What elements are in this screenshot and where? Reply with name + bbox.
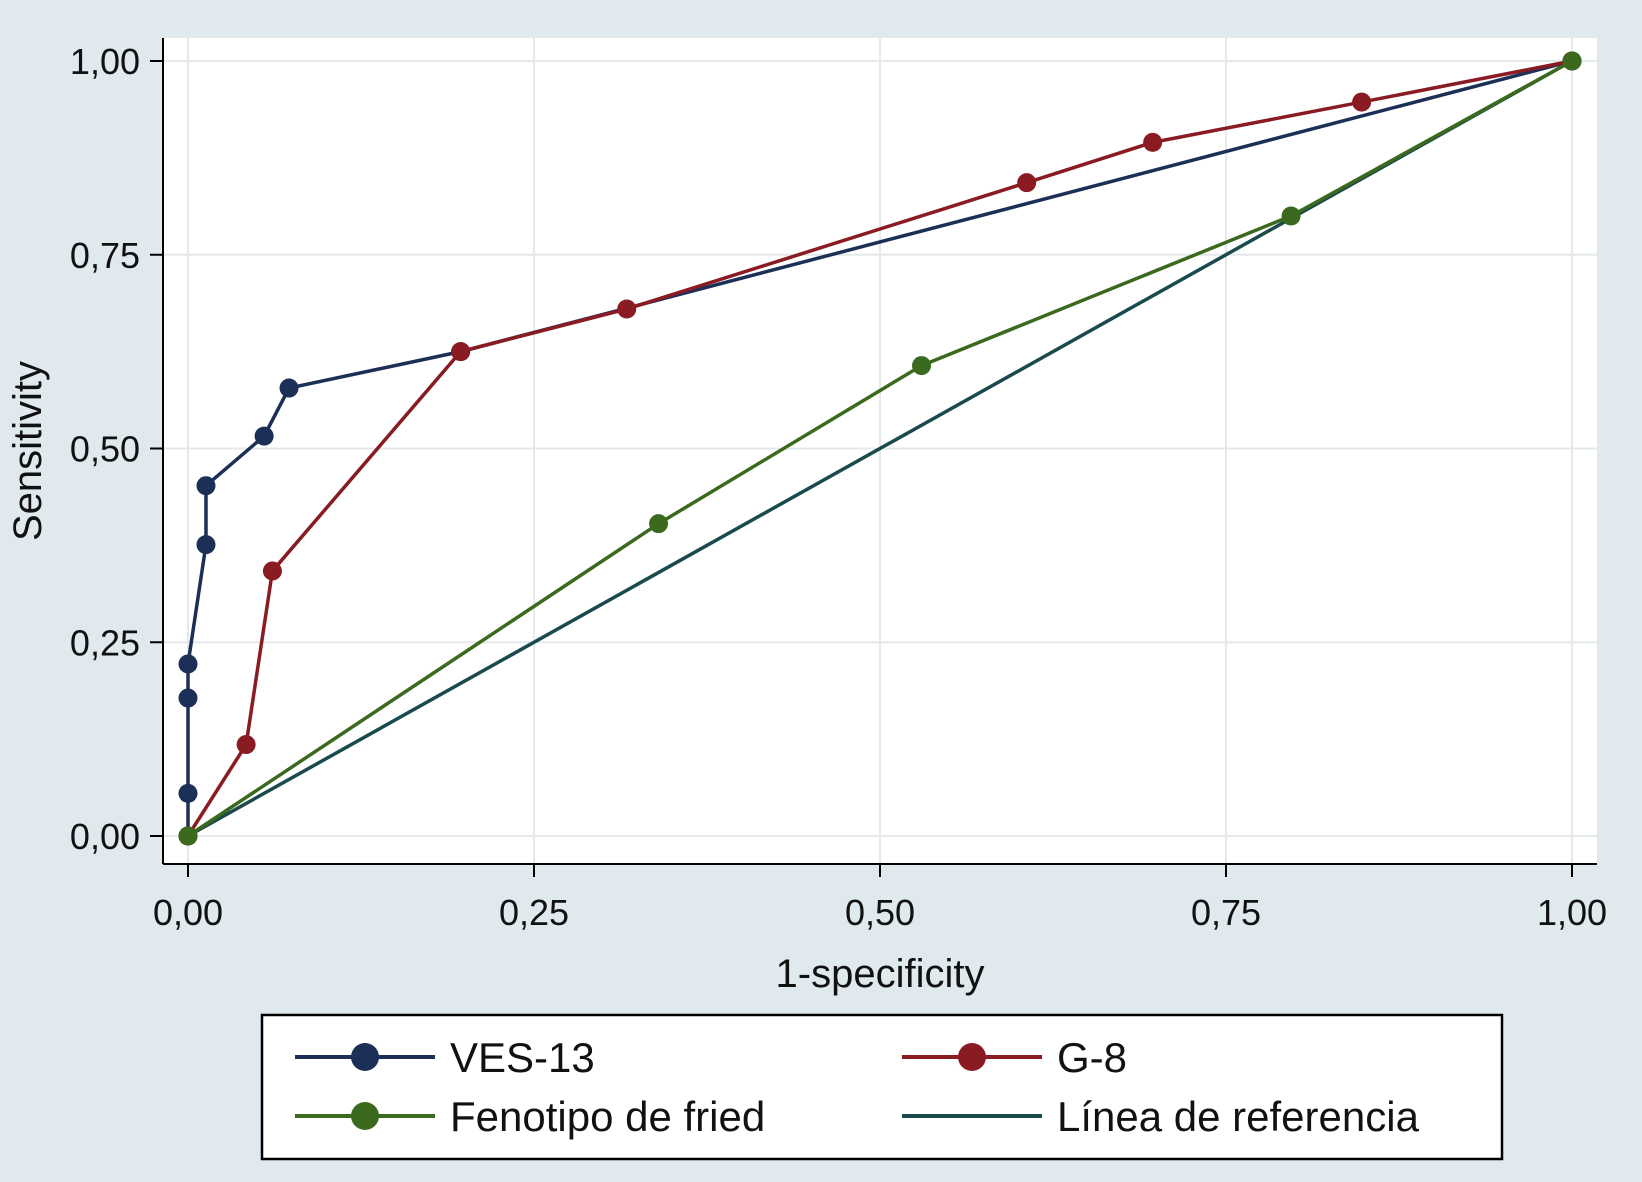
tick-labels: 0,00 0,25 0,50 0,75 1,00 0,00 0,25 0,50 0,75 1,00 — [70, 41, 1607, 933]
grid-lines — [163, 38, 1597, 864]
series-line-0 — [186, 59, 1573, 836]
series-0-point-6 — [254, 426, 274, 446]
series-2-point-4 — [1562, 51, 1582, 71]
series-0-point-7 — [279, 378, 299, 398]
series-0-point-5 — [196, 476, 216, 496]
y-tick-label-1: 0,25 — [70, 622, 140, 663]
series-2-point-1 — [649, 514, 669, 534]
series-1-point-6 — [1143, 132, 1163, 152]
series-1-point-5 — [1017, 173, 1037, 193]
legend-label-2: Fenotipo de fried — [450, 1093, 765, 1140]
series-lines — [178, 51, 1582, 846]
y-axis-title: Sensitivity — [6, 361, 50, 541]
legend-box — [260, 1013, 1504, 1161]
x-tick-label-4: 1,00 — [1537, 892, 1607, 933]
series-0-point-4 — [196, 535, 216, 555]
legend-marker-0 — [351, 1043, 379, 1071]
series-2 — [178, 51, 1582, 846]
x-tick-label-2: 0,50 — [845, 892, 915, 933]
y-tick-label-3: 0,75 — [70, 235, 140, 276]
legend-label-3: Línea de referencia — [1057, 1093, 1420, 1140]
legend-label-1: G-8 — [1057, 1034, 1127, 1081]
series-0-point-2 — [178, 688, 198, 708]
y-tick-label-2: 0,50 — [70, 429, 140, 470]
series-2-point-2 — [912, 356, 932, 376]
y-tick-label-0: 0,00 — [70, 816, 140, 857]
legend-label-0: VES-13 — [450, 1034, 595, 1081]
axes — [150, 38, 1597, 877]
legend-marker-2 — [351, 1102, 379, 1130]
x-tick-label-0: 0,00 — [153, 892, 223, 933]
series-0-point-3 — [178, 654, 198, 674]
series-2-point-3 — [1281, 206, 1301, 226]
x-tick-label-1: 0,25 — [499, 892, 569, 933]
y-tick-label-4: 1,00 — [70, 41, 140, 82]
x-axis-title: 1-specificity — [776, 952, 985, 996]
series-1-point-3 — [451, 342, 471, 362]
series-1-point-1 — [236, 735, 256, 755]
legend-items: VES-13 G-8 Fenotipo de fried Línea de refer… — [295, 1034, 1420, 1140]
series-2-point-0 — [178, 826, 198, 846]
series-1-point-2 — [262, 561, 282, 581]
series-1-point-7 — [1352, 92, 1372, 112]
x-tick-label-3: 0,75 — [1191, 892, 1261, 933]
series-0-point-1 — [178, 783, 198, 803]
legend-marker-1 — [958, 1043, 986, 1071]
series-1-point-4 — [617, 299, 637, 319]
legend: VES-13 G-8 Fenotipo de fried Línea de refer… — [260, 1013, 1504, 1161]
